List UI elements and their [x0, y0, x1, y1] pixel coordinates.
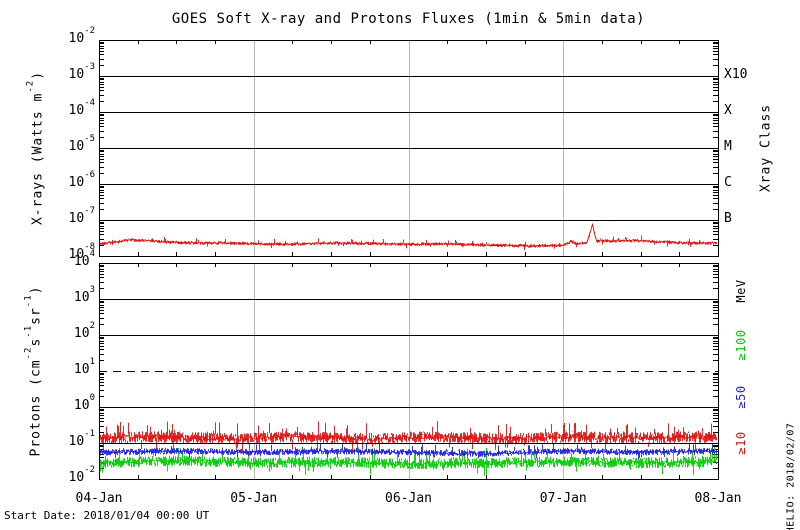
- protons-ytick-label: 101: [73, 356, 95, 377]
- xray-class-label: X: [724, 103, 732, 118]
- helio-watermark: HELIO: 2018/02/07: [785, 422, 797, 530]
- protons-ytick-label: 10-2: [68, 464, 96, 485]
- xray-class-label: X10: [724, 67, 748, 82]
- proton-energy-label: ≥50: [734, 385, 748, 409]
- protons-ytick-label: 10-1: [68, 428, 96, 449]
- x-tick-label: 06-Jan: [385, 491, 432, 506]
- x-tick-label: 05-Jan: [230, 491, 278, 506]
- xray-class-label: C: [724, 175, 732, 190]
- protons-ytick-label: 100: [73, 392, 95, 413]
- chart-title: GOES Soft X-ray and Protons Fluxes (1min…: [171, 11, 646, 27]
- xray-class-axis-title: Xray Class: [758, 103, 774, 193]
- xray-ytick-label: 10-4: [68, 97, 96, 118]
- x-tick-label: 07-Jan: [539, 491, 587, 506]
- xray-ytick-label: 10-3: [68, 61, 96, 82]
- proton-energy-label: ≥10: [734, 431, 748, 455]
- xray-ytick-label: 10-6: [68, 169, 96, 190]
- protons-ytick-label: 103: [73, 284, 95, 305]
- proton-energy-label: ≥100: [734, 329, 748, 361]
- protons-ytick-label: 104: [73, 248, 95, 269]
- protons-ytick-label: 102: [73, 320, 95, 341]
- xray-ytick-label: 10-2: [68, 25, 96, 46]
- start-date-label: Start Date: 2018/01/04 00:00 UT: [4, 509, 210, 522]
- xray-ytick-label: 10-7: [68, 205, 96, 226]
- x-tick-label: 08-Jan: [694, 491, 742, 506]
- xray-ytick-label: 10-8: [68, 241, 96, 262]
- xray-class-label: M: [724, 139, 732, 154]
- xray-class-label: B: [724, 211, 732, 226]
- x-tick-label: 04-Jan: [75, 491, 123, 506]
- mev-axis-title: MeV: [734, 279, 748, 303]
- xray-ytick-label: 10-5: [68, 133, 96, 154]
